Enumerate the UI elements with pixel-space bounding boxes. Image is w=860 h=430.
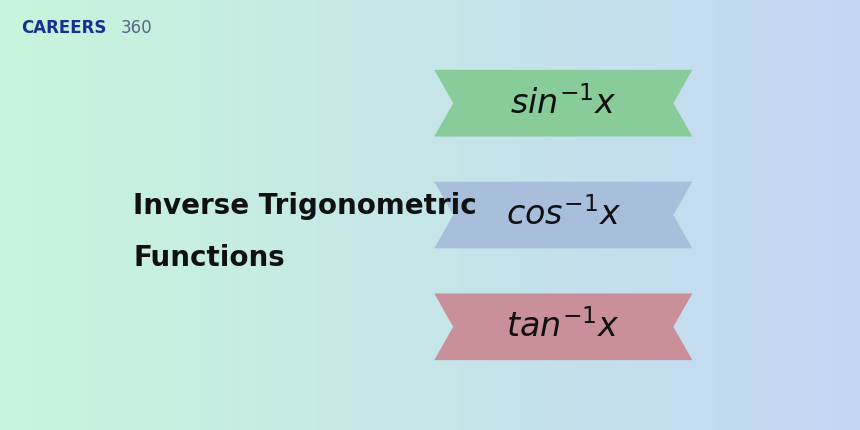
Text: CAREERS: CAREERS xyxy=(22,19,107,37)
Text: Inverse Trigonometric: Inverse Trigonometric xyxy=(133,192,477,221)
Text: $\mathit{sin}^{-1}\mathit{x}$: $\mathit{sin}^{-1}\mathit{x}$ xyxy=(510,86,617,120)
Text: $\mathit{tan}^{-1}\mathit{x}$: $\mathit{tan}^{-1}\mathit{x}$ xyxy=(507,310,620,344)
Polygon shape xyxy=(434,70,692,137)
Text: Functions: Functions xyxy=(133,244,285,272)
Text: 360: 360 xyxy=(120,19,152,37)
Polygon shape xyxy=(434,293,692,360)
Text: $\mathit{cos}^{-1}\mathit{x}$: $\mathit{cos}^{-1}\mathit{x}$ xyxy=(506,198,621,232)
Polygon shape xyxy=(434,181,692,249)
